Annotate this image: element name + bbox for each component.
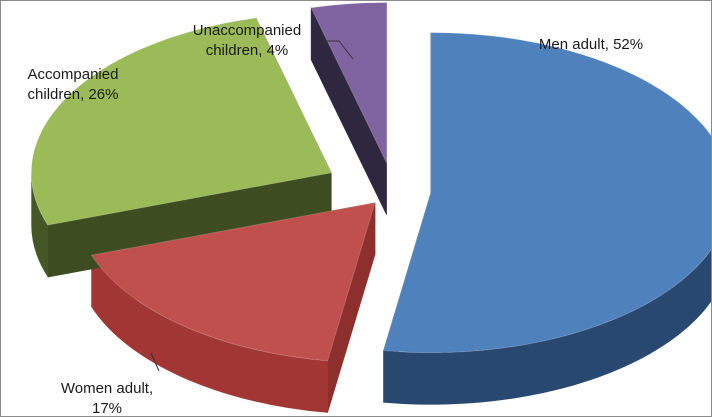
- slice-accompanied-children: [30, 17, 333, 226]
- slice-tops-layer: [30, 2, 711, 362]
- label-women-adult-line: 17%: [92, 400, 122, 416]
- label-accompanied-children-line: Accompanied: [28, 66, 119, 83]
- leader-lines-layer: [150, 40, 354, 372]
- slice-unaccompanied-children: [310, 2, 387, 163]
- label-unaccompanied-children-line: children, 4%: [206, 42, 289, 59]
- slice-rim-accompanied-children: [31, 172, 48, 278]
- label-women-adult: Women adult, 17%: [61, 380, 153, 416]
- leader-line-women-adult: [150, 352, 160, 372]
- label-accompanied-children: Accompanied children, 26%: [28, 66, 119, 103]
- label-unaccompanied-children-line: Unaccompanied: [193, 22, 301, 39]
- label-men-adult: Men adult, 52%: [539, 36, 643, 53]
- slice-women-adult: [90, 202, 376, 362]
- label-women-adult-line: Women adult,: [61, 380, 153, 397]
- label-men-adult-line: Men adult, 52%: [539, 36, 643, 53]
- label-accompanied-children-line: children, 26%: [28, 86, 119, 103]
- slice-men-adult: [382, 32, 711, 354]
- slice-rim-women-adult: [91, 255, 328, 413]
- slice-rim-men-adult: [383, 249, 711, 405]
- leader-line-unaccompanied-children: [323, 40, 354, 60]
- label-unaccompanied-children: Unaccompanied children, 4%: [193, 22, 301, 59]
- labels-layer: Men adult, 52% Women adult, 17% Accompanied…: [28, 22, 644, 416]
